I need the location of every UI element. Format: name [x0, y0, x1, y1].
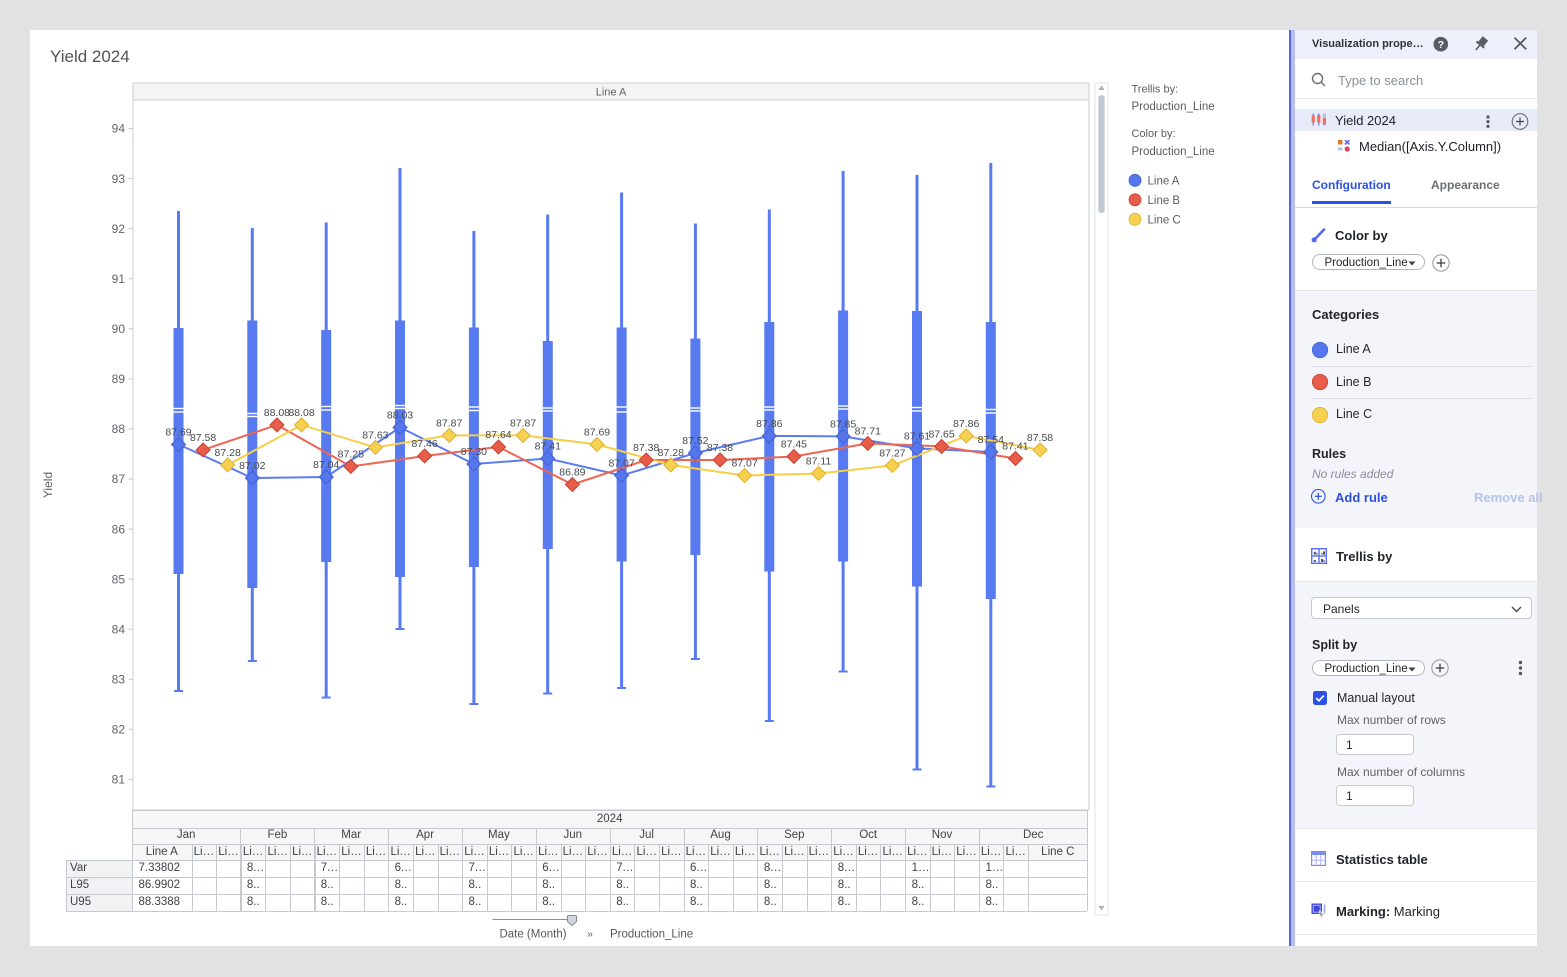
- svg-text:94: 94: [112, 122, 126, 136]
- svg-text:87.61: 87.61: [904, 430, 930, 442]
- svg-text:87.07: 87.07: [608, 458, 634, 470]
- svg-text:87: 87: [112, 472, 126, 486]
- svg-text:Line C: Line C: [1148, 214, 1181, 226]
- svg-text:86.89: 86.89: [559, 467, 585, 479]
- svg-text:87.52: 87.52: [682, 435, 708, 447]
- svg-text:Trellis by:: Trellis by:: [1132, 84, 1179, 96]
- svg-text:»: »: [587, 929, 593, 940]
- svg-text:88.08: 88.08: [264, 407, 290, 419]
- svg-text:Line A: Line A: [596, 87, 627, 99]
- svg-text:87.87: 87.87: [436, 417, 462, 429]
- svg-text:86: 86: [112, 522, 126, 536]
- svg-text:81: 81: [112, 773, 126, 787]
- svg-text:82: 82: [112, 723, 126, 737]
- svg-text:87.41: 87.41: [535, 441, 561, 453]
- svg-text:87.04: 87.04: [313, 459, 339, 471]
- svg-text:87.69: 87.69: [584, 426, 610, 438]
- svg-text:Line A: Line A: [1148, 175, 1180, 187]
- svg-text:87.86: 87.86: [953, 418, 979, 430]
- svg-text:91: 91: [112, 272, 126, 286]
- svg-text:88.08: 88.08: [288, 407, 314, 419]
- svg-text:92: 92: [112, 222, 126, 236]
- svg-text:88.03: 88.03: [387, 409, 413, 421]
- svg-text:Production_Line: Production_Line: [1132, 146, 1215, 158]
- svg-text:87.58: 87.58: [1027, 432, 1053, 444]
- svg-text:Date (Month): Date (Month): [499, 929, 566, 941]
- svg-text:87.38: 87.38: [633, 442, 659, 454]
- svg-text:87.45: 87.45: [781, 439, 807, 451]
- svg-text:87.28: 87.28: [215, 447, 241, 459]
- svg-text:89: 89: [112, 372, 126, 386]
- svg-text:85: 85: [112, 572, 126, 586]
- svg-text:90: 90: [112, 322, 126, 336]
- svg-text:87.11: 87.11: [806, 456, 832, 468]
- svg-text:88: 88: [112, 422, 126, 436]
- svg-text:87.69: 87.69: [165, 426, 191, 438]
- svg-text:87.46: 87.46: [411, 438, 437, 450]
- svg-text:87.86: 87.86: [756, 418, 782, 430]
- svg-text:87.38: 87.38: [707, 442, 733, 454]
- svg-text:87.07: 87.07: [731, 458, 757, 470]
- svg-text:Yield: Yield: [41, 472, 55, 498]
- svg-text:87.64: 87.64: [485, 429, 511, 441]
- svg-text:87.54: 87.54: [978, 434, 1004, 446]
- svg-text:Color by:: Color by:: [1132, 128, 1176, 140]
- svg-text:87.30: 87.30: [461, 446, 487, 458]
- svg-text:84: 84: [112, 622, 126, 636]
- svg-text:87.71: 87.71: [855, 425, 881, 437]
- svg-text:87.27: 87.27: [879, 448, 905, 460]
- svg-text:87.41: 87.41: [1002, 441, 1028, 453]
- svg-text:87.02: 87.02: [239, 460, 265, 472]
- svg-text:Line B: Line B: [1148, 195, 1181, 207]
- svg-text:87.28: 87.28: [658, 447, 684, 459]
- svg-text:87.65: 87.65: [928, 428, 954, 440]
- svg-text:87.87: 87.87: [510, 417, 536, 429]
- svg-text:Production_Line: Production_Line: [610, 929, 693, 941]
- svg-text:87.85: 87.85: [830, 418, 856, 430]
- svg-text:Production_Line: Production_Line: [1132, 101, 1215, 113]
- svg-text:87.63: 87.63: [362, 429, 388, 441]
- svg-text:83: 83: [112, 673, 126, 687]
- svg-text:93: 93: [112, 172, 126, 186]
- svg-text:87.58: 87.58: [190, 432, 216, 444]
- svg-text:?: ?: [1438, 39, 1444, 51]
- svg-text:87.25: 87.25: [338, 449, 364, 461]
